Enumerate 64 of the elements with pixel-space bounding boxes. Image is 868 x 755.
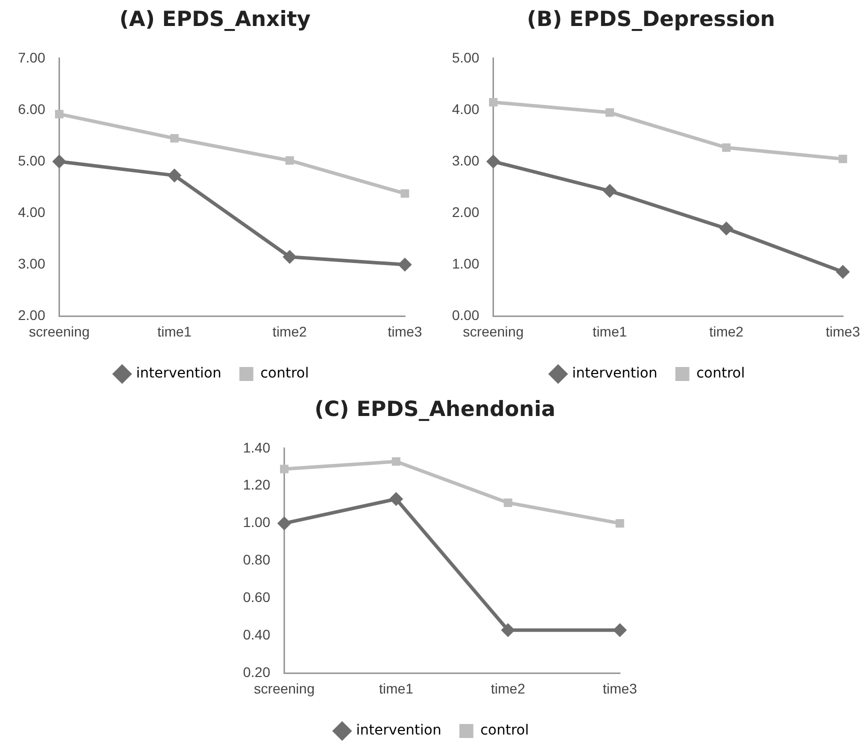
point: [285, 156, 294, 165]
y-tick-label: 1.00: [243, 514, 270, 530]
legend-label: control: [260, 366, 309, 382]
y-tick-label: 3.00: [18, 256, 46, 272]
y-tick-label: 1.40: [243, 439, 270, 456]
x-tick-label: time3: [388, 323, 422, 340]
chart-title: (B) EPDS_Depression: [526, 6, 776, 33]
point: [282, 250, 297, 264]
y-tick-label: 6.00: [18, 100, 46, 117]
x-tick-label: time2: [272, 323, 307, 340]
y-tick-label: 0.40: [243, 626, 270, 643]
point: [280, 464, 288, 474]
x-tick-label: screening: [462, 323, 524, 340]
y-tick-label: 4.00: [18, 204, 46, 220]
x-tick-label: time2: [709, 323, 744, 340]
y-tick-label: 0.20: [243, 664, 270, 680]
y-tick-label: 1.20: [243, 476, 270, 493]
legend-label: control: [480, 722, 529, 739]
point: [501, 623, 516, 638]
point: [486, 154, 500, 169]
point: [52, 154, 66, 169]
chart-title: (C) EPDS_Ahendonia: [314, 396, 556, 423]
point: [167, 168, 182, 182]
y-tick-label: 1.00: [452, 256, 480, 272]
point: [719, 222, 734, 236]
y-tick-label: 4.00: [452, 100, 480, 117]
x-tick-label: time1: [592, 323, 628, 340]
point: [606, 108, 614, 117]
y-tick-label: 2.00: [452, 204, 480, 220]
point: [836, 264, 850, 279]
point: [489, 98, 498, 106]
y-tick-label: 0.80: [243, 552, 270, 568]
y-tick-label: 0.60: [243, 589, 270, 606]
chart-title: (A) EPDS_Anxity: [118, 6, 312, 33]
x-tick-label: time1: [157, 323, 192, 340]
legend-label: intervention: [136, 366, 222, 382]
y-tick-label: 3.00: [452, 152, 480, 168]
point: [612, 623, 627, 638]
x-tick-label: screening: [28, 323, 90, 340]
y-tick-label: 7.00: [18, 49, 46, 66]
point: [400, 189, 410, 198]
point: [838, 154, 848, 164]
legend-label: intervention: [356, 722, 442, 739]
x-tick-label: time3: [602, 680, 638, 696]
legend-label: intervention: [572, 366, 658, 382]
point: [398, 258, 412, 272]
y-tick-label: 5.00: [452, 49, 480, 66]
point: [616, 519, 624, 528]
point: [602, 184, 617, 198]
point: [392, 457, 400, 466]
point: [504, 498, 512, 507]
y-tick-label: 2.00: [18, 307, 46, 324]
x-tick-label: screening: [254, 680, 315, 696]
point: [722, 143, 731, 152]
point: [55, 110, 64, 118]
x-tick-label: time1: [379, 680, 414, 696]
x-tick-label: time3: [826, 323, 860, 340]
x-tick-label: time2: [490, 680, 526, 696]
point: [170, 134, 179, 143]
y-tick-label: 0.00: [452, 307, 480, 324]
point: [277, 516, 292, 530]
point: [389, 492, 404, 506]
y-tick-label: 5.00: [18, 152, 46, 168]
legend-label: control: [696, 366, 745, 382]
